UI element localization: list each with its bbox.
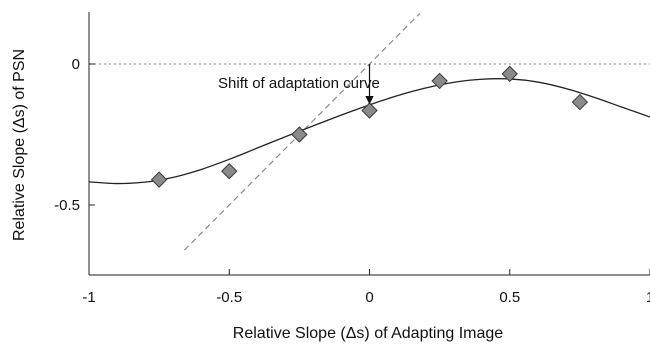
- x-tick-label: 0: [365, 289, 373, 306]
- data-point-diamond: [150, 171, 168, 188]
- y-tick-label: 0: [72, 56, 80, 73]
- x-tick-label: -1: [82, 289, 95, 306]
- data-point-diamond: [571, 93, 589, 111]
- data-point-diamond: [501, 65, 518, 83]
- y-axis-title: Relative Slope (Δs) of PSN: [11, 49, 28, 241]
- x-tick-label: 1: [646, 289, 650, 306]
- x-tick-label: -0.5: [216, 289, 242, 306]
- annotations: Shift of adaptation curve: [218, 64, 380, 105]
- annotation-label: Shift of adaptation curve: [218, 75, 380, 92]
- data-point-diamond: [221, 162, 238, 180]
- ticks: -1 -0.5 0 0.5 1 0 -0.5: [54, 56, 650, 306]
- x-tick-label: 0.5: [499, 289, 520, 306]
- data-point-diamond: [361, 102, 378, 119]
- data-point-diamond: [291, 126, 308, 143]
- axes: [88, 12, 650, 276]
- x-axis-title: Relative Slope (Δs) of Adapting Image: [233, 325, 503, 342]
- dashed-identity-line: [183, 12, 421, 251]
- reference-lines: [89, 12, 650, 251]
- data-points: [150, 65, 589, 188]
- y-tick-label: -0.5: [54, 197, 80, 214]
- data-point-diamond: [431, 72, 448, 90]
